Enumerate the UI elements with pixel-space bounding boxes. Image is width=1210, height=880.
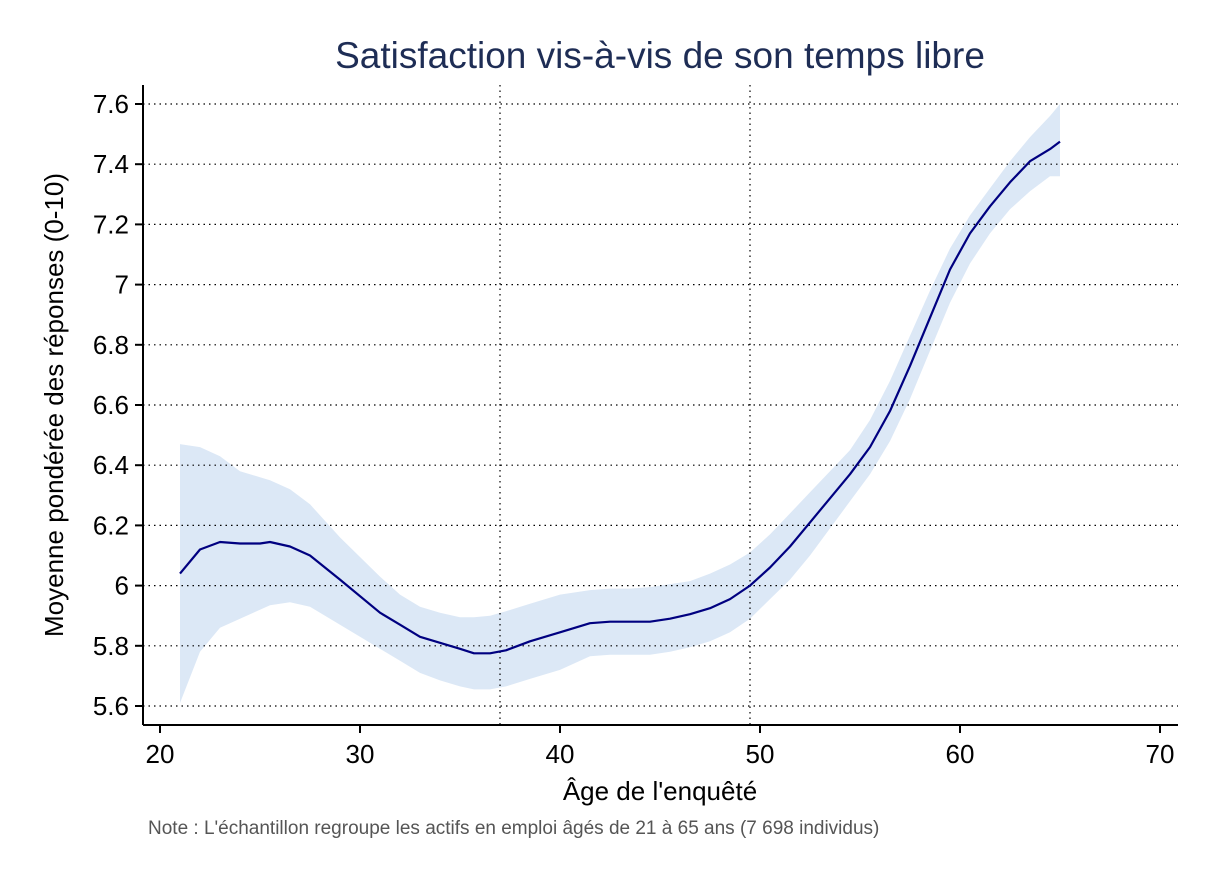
x-tick-label: 30 <box>346 739 375 769</box>
confidence-band-layer <box>180 104 1060 703</box>
series-line <box>179 140 1061 655</box>
confidence-band <box>180 104 1060 703</box>
y-tick-label: 5.8 <box>93 631 129 661</box>
y-tick-label: 7.6 <box>93 89 129 119</box>
y-axis-label: Moyenne pondérée des réponses (0-10) <box>39 173 69 637</box>
y-tick-label: 7.4 <box>93 149 129 179</box>
y-tick-label: 6.2 <box>93 510 129 540</box>
grid-layer <box>143 85 1178 725</box>
chart-note: Note : L'échantillon regroupe les actifs… <box>148 818 880 839</box>
x-ticks: 20 30 40 50 60 70 <box>146 725 1175 769</box>
x-axis-label: Âge de l'enquêté <box>563 776 757 806</box>
x-tick-label: 70 <box>1146 739 1175 769</box>
series-line-layer <box>179 140 1061 655</box>
y-tick-label: 6.6 <box>93 390 129 420</box>
y-tick-label: 7.2 <box>93 209 129 239</box>
y-ticks: 5.6 5.8 6 6.2 6.4 6.6 6.8 7 7.2 7.4 7.6 <box>93 89 143 721</box>
x-tick-label: 50 <box>746 739 775 769</box>
x-tick-label: 20 <box>146 739 175 769</box>
chart-title: Satisfaction vis-à-vis de son temps libr… <box>335 35 985 76</box>
y-tick-label: 6 <box>115 571 129 601</box>
y-tick-label: 6.4 <box>93 450 129 480</box>
y-tick-label: 5.6 <box>93 691 129 721</box>
x-tick-label: 40 <box>546 739 575 769</box>
x-tick-label: 60 <box>946 739 975 769</box>
y-tick-label: 6.8 <box>93 330 129 360</box>
y-tick-label: 7 <box>115 270 129 300</box>
